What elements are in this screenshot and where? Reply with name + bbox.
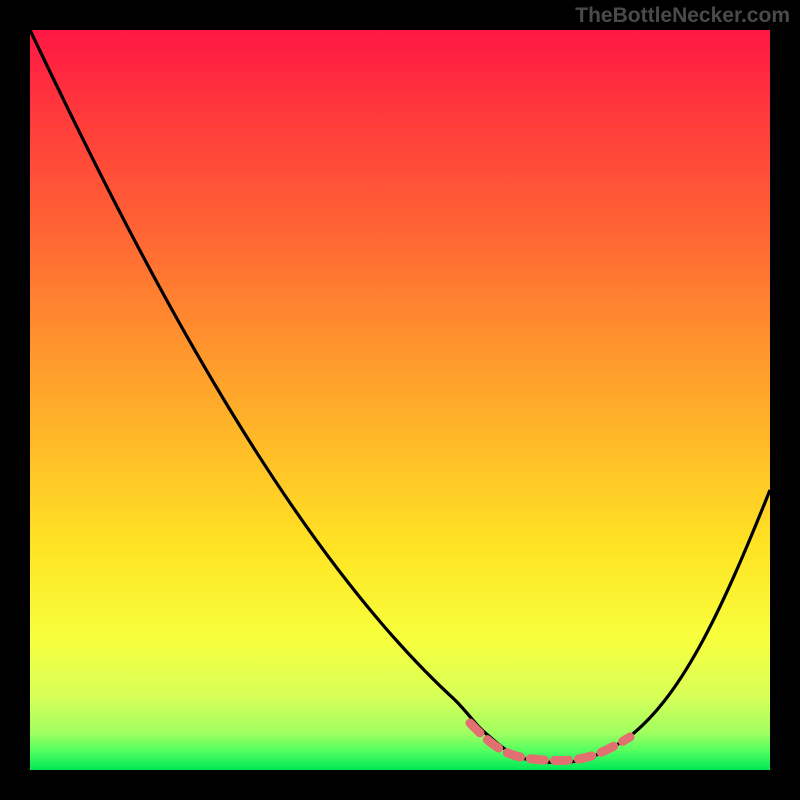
gradient-background — [30, 30, 770, 770]
chart-container: TheBottleNecker.com — [0, 0, 800, 800]
watermark-text: TheBottleNecker.com — [575, 4, 790, 28]
bottleneck-chart — [0, 0, 800, 800]
